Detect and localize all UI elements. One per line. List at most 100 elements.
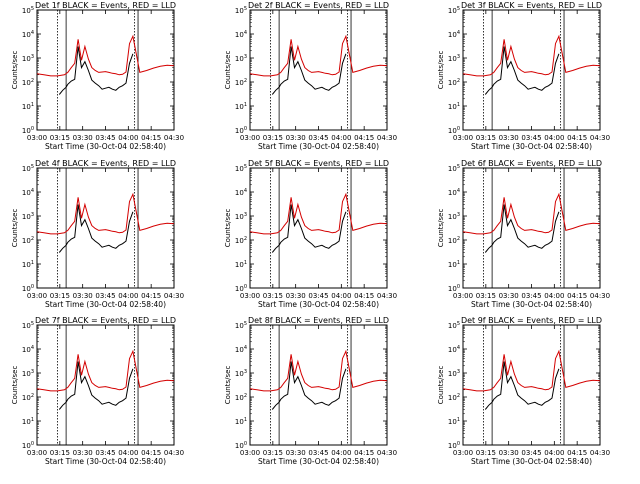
y-tick-label: 105 <box>22 321 34 330</box>
x-tick-label: 03:45 <box>95 449 115 457</box>
series-line-events <box>484 361 560 410</box>
y-axis-label: Counts/sec <box>224 209 232 248</box>
series-line-events <box>271 361 347 410</box>
y-tick-label: 104 <box>235 30 247 39</box>
x-tick-label: 03:00 <box>27 449 47 457</box>
x-tick-label: 04:00 <box>331 134 351 142</box>
x-axis-label: Start Time (30-Oct-04 02:58:40) <box>471 457 592 466</box>
y-axis-label: Counts/sec <box>224 51 232 90</box>
y-tick-label: 105 <box>22 164 34 173</box>
x-tick-label: 04:15 <box>567 134 587 142</box>
y-tick-label: 102 <box>235 78 247 87</box>
x-tick-label: 03:45 <box>521 134 541 142</box>
y-axis-label: Counts/sec <box>11 366 19 405</box>
x-tick-label: 03:30 <box>73 134 93 142</box>
series-line-lld <box>36 192 175 235</box>
y-tick-label: 105 <box>448 164 460 173</box>
panel-title: Det 4f BLACK = Events, RED = LLD <box>35 159 176 168</box>
series-line-events <box>271 46 347 95</box>
y-tick-label: 100 <box>448 441 460 450</box>
panel-title: Det 1f BLACK = Events, RED = LLD <box>35 1 176 10</box>
y-tick-label: 101 <box>235 102 247 111</box>
y-tick-label: 103 <box>448 369 460 378</box>
series-line-events <box>58 204 134 253</box>
x-tick-label: 03:15 <box>50 449 70 457</box>
x-tick-label: 04:30 <box>164 292 184 300</box>
x-tick-label: 03:00 <box>240 449 260 457</box>
panel-title: Det 9f BLACK = Events, RED = LLD <box>461 316 602 325</box>
series-line-events <box>58 46 134 95</box>
x-tick-label: 04:15 <box>141 292 161 300</box>
series-line-lld <box>36 349 175 392</box>
x-tick-label: 04:30 <box>164 449 184 457</box>
series-line-events <box>484 204 560 253</box>
x-tick-label: 04:00 <box>118 134 138 142</box>
series-line-events <box>484 46 560 95</box>
y-tick-label: 101 <box>22 102 34 111</box>
x-tick-label: 04:15 <box>354 292 374 300</box>
y-tick-label: 105 <box>235 321 247 330</box>
x-tick-label: 04:30 <box>590 134 610 142</box>
y-tick-label: 100 <box>22 126 34 135</box>
y-tick-label: 100 <box>22 284 34 293</box>
y-tick-label: 105 <box>235 164 247 173</box>
y-tick-label: 101 <box>235 260 247 269</box>
y-tick-label: 105 <box>22 6 34 15</box>
y-axis-label: Counts/sec <box>437 51 445 90</box>
series-line-events <box>271 204 347 253</box>
series-line-events <box>58 361 134 410</box>
x-axis-label: Start Time (30-Oct-04 02:58:40) <box>45 142 166 151</box>
x-tick-label: 03:30 <box>499 134 519 142</box>
x-tick-label: 04:00 <box>331 292 351 300</box>
y-tick-label: 100 <box>448 126 460 135</box>
y-axis-label: Counts/sec <box>11 209 19 248</box>
y-tick-label: 102 <box>448 78 460 87</box>
x-tick-label: 03:45 <box>308 449 328 457</box>
series-line-lld <box>462 349 601 392</box>
panel-title: Det 2f BLACK = Events, RED = LLD <box>248 1 389 10</box>
x-tick-label: 03:15 <box>50 134 70 142</box>
y-tick-label: 105 <box>448 321 460 330</box>
x-tick-label: 04:00 <box>118 449 138 457</box>
x-tick-label: 03:30 <box>499 292 519 300</box>
x-tick-label: 04:00 <box>544 449 564 457</box>
series-line-lld <box>462 34 601 77</box>
x-tick-label: 04:30 <box>164 134 184 142</box>
x-tick-label: 04:15 <box>354 134 374 142</box>
x-tick-label: 03:15 <box>263 292 283 300</box>
y-tick-label: 103 <box>235 54 247 63</box>
y-tick-label: 103 <box>22 54 34 63</box>
y-tick-label: 100 <box>235 284 247 293</box>
x-tick-label: 03:15 <box>476 292 496 300</box>
y-tick-label: 101 <box>22 417 34 426</box>
x-tick-label: 04:30 <box>377 449 397 457</box>
y-tick-label: 102 <box>22 78 34 87</box>
y-tick-label: 102 <box>235 393 247 402</box>
chart-panel-3: Det 3f BLACK = Events, RED = LLD 100 101 10… <box>437 1 610 151</box>
panel-title: Det 5f BLACK = Events, RED = LLD <box>248 159 389 168</box>
y-tick-label: 103 <box>235 212 247 221</box>
x-tick-label: 03:00 <box>27 292 47 300</box>
x-axis-label: Start Time (30-Oct-04 02:58:40) <box>471 300 592 309</box>
x-tick-label: 03:45 <box>95 292 115 300</box>
y-tick-label: 103 <box>235 369 247 378</box>
y-axis-label: Counts/sec <box>437 366 445 405</box>
x-tick-label: 03:15 <box>476 134 496 142</box>
y-tick-label: 100 <box>235 126 247 135</box>
y-tick-label: 101 <box>22 260 34 269</box>
y-tick-label: 104 <box>448 188 460 197</box>
x-tick-label: 03:00 <box>453 292 473 300</box>
x-axis-label: Start Time (30-Oct-04 02:58:40) <box>258 142 379 151</box>
y-tick-label: 102 <box>448 393 460 402</box>
y-tick-label: 101 <box>448 260 460 269</box>
chart-panel-2: Det 2f BLACK = Events, RED = LLD 100 101 10… <box>224 1 397 151</box>
chart-panel-6: Det 6f BLACK = Events, RED = LLD 100 101 10… <box>437 159 610 309</box>
x-tick-label: 03:00 <box>27 134 47 142</box>
x-tick-label: 03:30 <box>286 292 306 300</box>
x-axis-label: Start Time (30-Oct-04 02:58:40) <box>45 300 166 309</box>
y-tick-label: 100 <box>448 284 460 293</box>
chart-panel-5: Det 5f BLACK = Events, RED = LLD 100 101 10… <box>224 159 397 309</box>
panel-title: Det 7f BLACK = Events, RED = LLD <box>35 316 176 325</box>
x-tick-label: 03:30 <box>499 449 519 457</box>
